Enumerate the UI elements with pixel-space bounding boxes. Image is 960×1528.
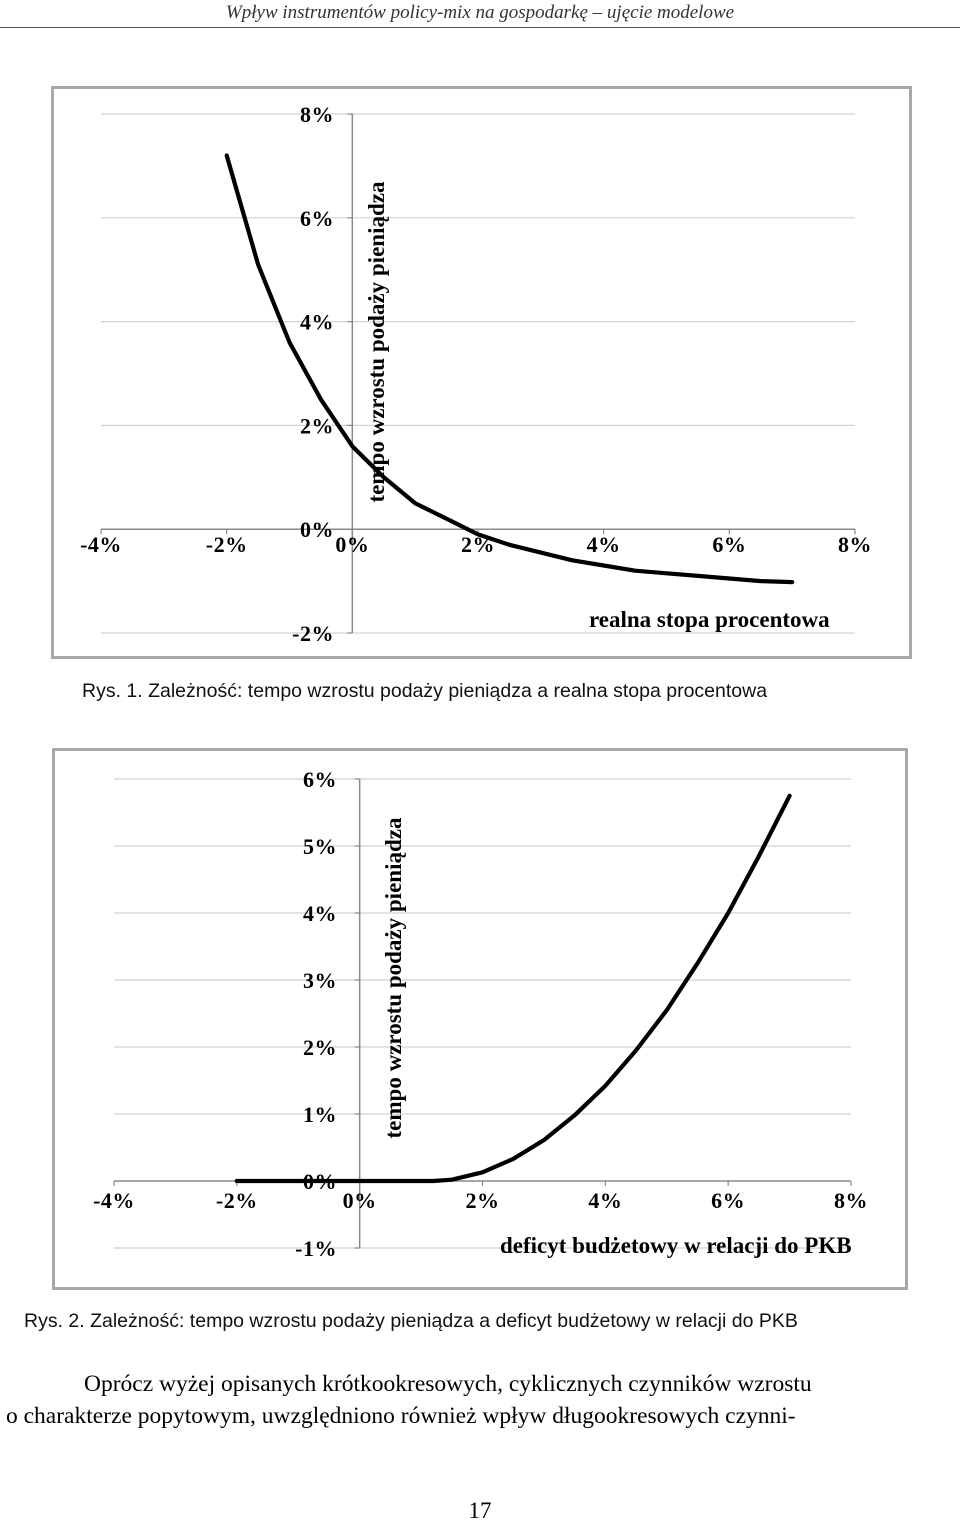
x-tick-label: 8% bbox=[834, 1188, 868, 1213]
x-tick-label: 0% bbox=[343, 1188, 377, 1213]
x-tick-label: 8% bbox=[838, 532, 872, 557]
x-tick-label: -4% bbox=[80, 532, 122, 557]
y-tick-label: 2% bbox=[303, 1035, 337, 1060]
x-tick-label: 4% bbox=[588, 1188, 622, 1213]
y-tick-label: 0% bbox=[300, 517, 334, 542]
figure-1-chart: -2% 0% 2% 4% 6% 8% -4% -2% 0% 2% 4% 6% 8% tempo wzros… bbox=[51, 86, 912, 659]
x-tick-label: -4% bbox=[93, 1188, 135, 1213]
x-tick-label: 2% bbox=[466, 1188, 500, 1213]
figure-2-chart: -1% 0% 1% 2% 3% 4% 5% 6% -4% -2% 0% 2% 4% 6% 8% tempo w… bbox=[52, 748, 908, 1290]
y-tick-label: 8% bbox=[300, 102, 334, 127]
y-tick-label: -2% bbox=[292, 621, 334, 646]
x-tick-label: 4% bbox=[587, 532, 621, 557]
chart-svg: -1%0%1%2%3%4%5%6%-4% -2% 0% 2% 4% 6% 8%tempo w… bbox=[93, 767, 868, 1261]
x-tick-label: -2% bbox=[206, 532, 248, 557]
series-line bbox=[224, 153, 795, 585]
page-number: 17 bbox=[468, 1498, 492, 1523]
y-tick-label: 2% bbox=[300, 413, 334, 438]
y-tick-label: 3% bbox=[303, 968, 337, 993]
x-tick-label: 0% bbox=[335, 532, 369, 557]
y-tick-label: 6% bbox=[300, 206, 334, 231]
x-tick-label: 6% bbox=[712, 532, 746, 557]
x-tick-label: 6% bbox=[711, 1188, 745, 1213]
figure-2-caption: Rys. 2. Zależność: tempo wzrostu podaży … bbox=[24, 1310, 798, 1332]
y-axis-title: tempo wzrostu podaży pieniądza bbox=[364, 181, 389, 502]
y-axis-title: tempo wzrostu podaży pieniądza bbox=[381, 817, 406, 1138]
y-tick-label: 1% bbox=[303, 1102, 337, 1127]
x-tick-label: -2% bbox=[216, 1188, 258, 1213]
header-rule bbox=[0, 27, 960, 28]
body-text-line-1: Oprócz wyżej opisanych krótkookresowych,… bbox=[84, 1371, 812, 1397]
y-tick-label: 4% bbox=[303, 901, 337, 926]
running-header: Wpływ instrumentów policy-mix na gospoda… bbox=[0, 0, 960, 30]
running-title: Wpływ instrumentów policy-mix na gospoda… bbox=[225, 2, 735, 23]
figure-1-caption: Rys. 1. Zależność: tempo wzrostu podaży … bbox=[82, 680, 768, 702]
body-text-line-2: o charakterze popytowym, uwzględniono ró… bbox=[6, 1403, 796, 1429]
y-tick-label: 4% bbox=[300, 310, 334, 335]
y-tick-label: -1% bbox=[295, 1236, 337, 1261]
y-tick-label: 5% bbox=[303, 834, 337, 859]
chart-svg: -2%0%2%4%6%8%-4% -2% 0% 2% 4% 6% 8%tempo wzros… bbox=[80, 102, 872, 646]
series-line bbox=[234, 793, 792, 1184]
y-tick-label: 6% bbox=[303, 767, 337, 792]
x-axis-title: deficyt budżetowy w relacji do PKB bbox=[500, 1233, 852, 1258]
x-axis-title: realna stopa procentowa bbox=[589, 607, 830, 632]
